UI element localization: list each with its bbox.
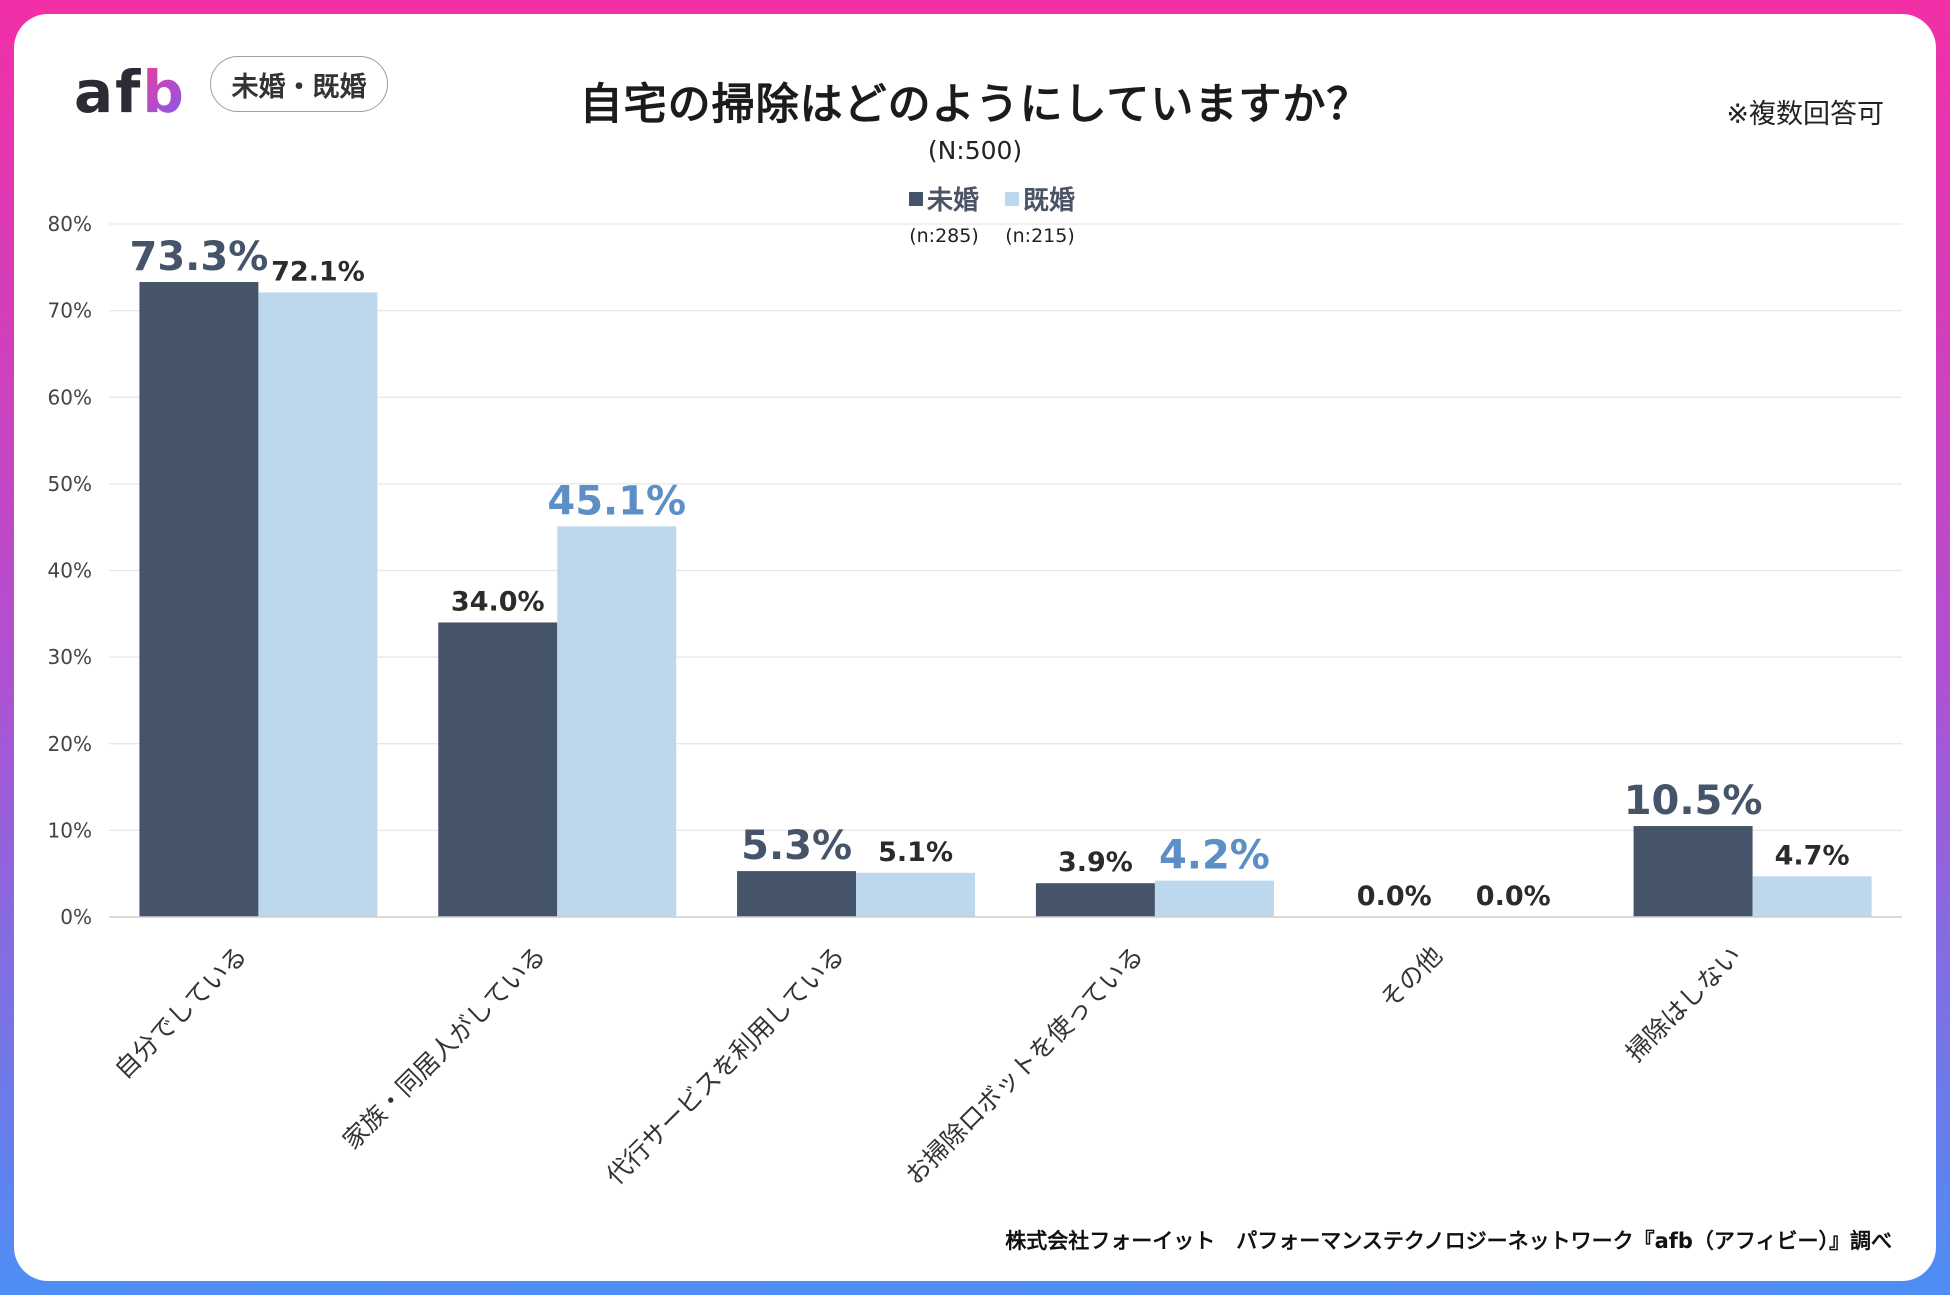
category-label-group: その他 (1374, 941, 1448, 1015)
legend-swatch-married (1004, 191, 1019, 206)
legend-item-unmarried: 未婚 (n:285) (894, 180, 994, 247)
category-label-group: 代行サービスを利用している (601, 941, 851, 1191)
afb-logo: afb (74, 58, 186, 126)
category-label: お掃除ロボットを使っている (900, 941, 1149, 1190)
bar-chart: 0% 10% 20% 30% 40% 50% 60% 70% 80% 73.3% 72.1% 自分でし… (48, 212, 1902, 1191)
bar-unmarried (139, 282, 259, 917)
legend-n-unmarried: (n:285) (909, 225, 979, 247)
y-tick-label: 30% (48, 645, 92, 669)
data-label: 45.1% (547, 478, 686, 524)
legend-swatch-unmarried (908, 191, 923, 206)
bar-unmarried (438, 622, 558, 917)
y-tick-label: 80% (48, 212, 92, 236)
y-tick-label: 0% (60, 905, 92, 929)
y-tick-label: 40% (48, 559, 92, 583)
legend-label-married: 既婚 (1022, 186, 1075, 216)
legend: 未婚 (n:285) 既婚 (n:215) (894, 180, 1094, 250)
data-label: 5.3% (741, 823, 852, 869)
data-label: 72.1% (271, 256, 365, 287)
data-label: 3.9% (1058, 847, 1133, 878)
y-tick-label: 10% (48, 818, 92, 842)
category-label-group: 家族・同居人がしている (337, 941, 551, 1155)
category-label: その他 (1374, 941, 1448, 1015)
chart-card: afb 未婚・既婚 自宅の掃除はどのようにしていますか？ (N:500) ※複数… (14, 14, 1936, 1281)
data-label: 34.0% (451, 586, 545, 617)
bar-married (1154, 880, 1274, 917)
segment-tag: 未婚・既婚 (210, 56, 388, 112)
data-label: 0.0% (1476, 881, 1551, 912)
bar-married (856, 872, 976, 917)
logo-text: af (74, 58, 143, 126)
y-tick-label: 60% (48, 385, 92, 409)
bar-married (557, 526, 677, 917)
bar-married (1752, 876, 1872, 917)
legend-label-unmarried: 未婚 (926, 186, 979, 216)
category-label: 自分でしている (109, 941, 253, 1085)
bar-unmarried (1633, 826, 1753, 917)
data-label: 0.0% (1357, 881, 1432, 912)
chart-title: 自宅の掃除はどのようにしていますか？ (579, 80, 1371, 130)
data-label: 4.7% (1775, 840, 1850, 871)
chart-subtitle: (N:500) (927, 136, 1023, 165)
y-tick-label: 50% (48, 472, 92, 496)
category-label: 家族・同居人がしている (337, 941, 551, 1155)
category-label-group: 自分でしている (109, 941, 253, 1085)
category-label-group: 掃除はしない (1620, 941, 1747, 1068)
legend-item-married: 既婚 (n:215) (990, 180, 1090, 247)
source-footer: 株式会社フォーイット パフォーマンステクノロジーネットワーク『afb（アフィビー… (1005, 1229, 1892, 1253)
bar-unmarried (737, 871, 857, 917)
data-label: 10.5% (1624, 778, 1763, 824)
bar-unmarried (1035, 883, 1155, 917)
category-label-group: お掃除ロボットを使っている (900, 941, 1149, 1190)
y-tick-label: 20% (48, 732, 92, 756)
bar-married (258, 292, 378, 918)
logo-accent: b (142, 58, 186, 126)
data-label: 73.3% (130, 234, 269, 280)
y-tick-label: 70% (48, 299, 92, 323)
category-label: 掃除はしない (1620, 941, 1747, 1068)
data-label: 5.1% (878, 837, 953, 868)
legend-n-married: (n:215) (1005, 225, 1075, 247)
category-label: 代行サービスを利用している (601, 941, 851, 1191)
multiple-answer-note: ※複数回答可 (1726, 99, 1884, 130)
data-label: 4.2% (1159, 833, 1270, 879)
